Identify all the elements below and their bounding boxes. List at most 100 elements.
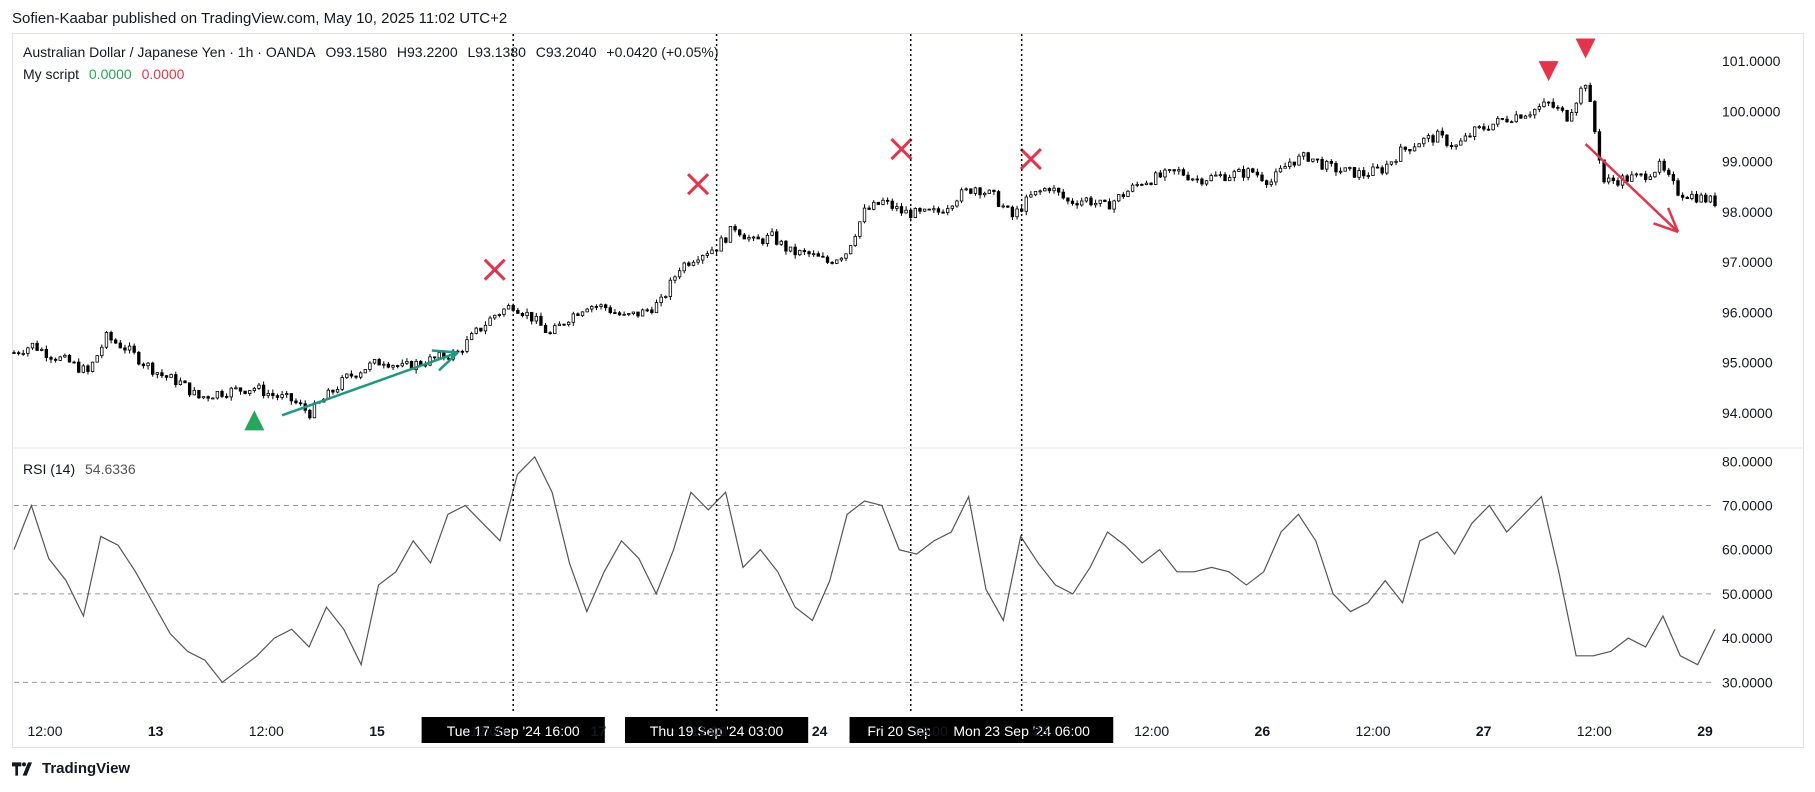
candle-body — [382, 363, 386, 366]
candle-body — [488, 317, 492, 326]
script-value-1: 0.0000 — [88, 66, 132, 82]
candle-body — [1200, 178, 1204, 185]
footer-brand: TradingView — [42, 760, 131, 777]
candle-body — [169, 374, 173, 378]
price-axis-tick: 96.0000 — [1722, 304, 1773, 320]
candle-body — [793, 246, 797, 256]
candle-body — [1556, 106, 1560, 109]
candle-body — [229, 387, 233, 398]
time-axis-tick: 12:00 — [470, 723, 505, 739]
rsi-legend[interactable]: RSI (14) 54.6336 — [23, 461, 142, 477]
candle-body — [1449, 145, 1454, 148]
candle-body — [460, 350, 465, 353]
time-axis-tick: 12:00 — [691, 723, 726, 739]
candle-body — [1523, 115, 1528, 119]
candle-body — [1399, 146, 1403, 162]
exit-cross-stroke — [687, 173, 710, 196]
candle-body — [738, 229, 742, 236]
rsi-series-line — [13, 455, 1716, 684]
candle-body — [1357, 170, 1361, 178]
candle-body — [543, 324, 548, 334]
signals-layer — [244, 38, 1680, 431]
candle-body — [751, 236, 756, 239]
candle-body — [81, 365, 86, 373]
candle-body — [1195, 178, 1199, 181]
candle-body — [724, 237, 728, 243]
candle-body — [1579, 87, 1583, 104]
candle-body — [1306, 152, 1310, 162]
candle-body — [1408, 149, 1412, 152]
candle-body — [1616, 180, 1620, 186]
tradingview-footer[interactable]: TradingView — [12, 760, 130, 777]
candle-body — [1232, 171, 1236, 178]
candle-body — [377, 359, 381, 366]
candle-body — [1454, 144, 1458, 148]
price-axis-tick: 95.0000 — [1722, 355, 1773, 371]
candle-body — [437, 352, 441, 359]
candle-body — [271, 392, 275, 397]
candle-body — [1380, 167, 1384, 174]
time-axis-tick: 12:00 — [27, 723, 62, 739]
sell-signal-triangle — [1538, 61, 1559, 82]
candle-body — [858, 221, 862, 237]
candle-body — [1264, 180, 1269, 185]
candle-body — [257, 384, 261, 389]
candle-body — [1338, 170, 1343, 173]
candle-body — [146, 362, 150, 367]
candle-body — [86, 365, 90, 372]
time-marker-label-bg — [624, 717, 809, 743]
candle-body — [617, 312, 622, 316]
candle-body — [1394, 160, 1398, 163]
candle-body — [1260, 174, 1264, 182]
candle-body — [1061, 191, 1065, 199]
candle-body — [192, 389, 196, 396]
symbol-legend[interactable]: Australian Dollar / Japanese Yen · 1h · … — [23, 44, 725, 60]
candle-body — [127, 345, 132, 351]
candle-body — [765, 234, 770, 244]
candle-body — [798, 250, 802, 256]
candle-body — [1070, 200, 1075, 204]
candle-body — [400, 362, 404, 367]
candle-body — [728, 226, 733, 243]
candle-body — [1255, 171, 1260, 176]
candle-body — [1320, 159, 1324, 170]
candle-body — [1038, 190, 1042, 193]
candle-body — [215, 390, 220, 399]
script-legend[interactable]: My script 0.0000 0.0000 — [23, 66, 190, 82]
candle-body — [1093, 202, 1098, 206]
candle-body — [1278, 167, 1283, 173]
candle-body — [567, 321, 571, 325]
candle-body — [77, 361, 81, 373]
time-axis-tick: 12:00 — [249, 723, 284, 739]
candle-body — [590, 305, 594, 310]
candle-body — [1163, 169, 1167, 178]
candle-body — [1630, 174, 1634, 182]
candle-body — [816, 253, 820, 257]
candle-body — [1297, 155, 1301, 166]
candle-body — [1052, 187, 1056, 192]
candle-body — [1033, 191, 1038, 196]
candle-body — [35, 342, 39, 351]
candle-body — [224, 396, 229, 398]
candle-body — [1274, 171, 1278, 183]
candle-body — [1181, 169, 1186, 176]
trend-arrow-head — [438, 351, 459, 372]
candle-body — [1121, 194, 1126, 197]
candle-body — [1463, 135, 1468, 142]
candle-body — [775, 231, 779, 245]
candle-body — [1583, 84, 1588, 89]
candle-body — [677, 270, 682, 278]
exit-cross-stroke — [890, 137, 913, 161]
candle-body — [1459, 140, 1463, 146]
trend-arrow-shaft — [281, 351, 459, 417]
candle-body — [955, 200, 959, 207]
candle-body — [1246, 168, 1250, 178]
candle-body — [534, 315, 538, 322]
time-axis-tick: 26 — [1255, 723, 1271, 739]
candle-body — [839, 257, 844, 261]
candle-body — [719, 237, 723, 252]
candles-layer — [12, 82, 1717, 420]
ohlc-change: +0.0420 (+0.05%) — [606, 44, 719, 60]
candle-body — [909, 209, 913, 218]
